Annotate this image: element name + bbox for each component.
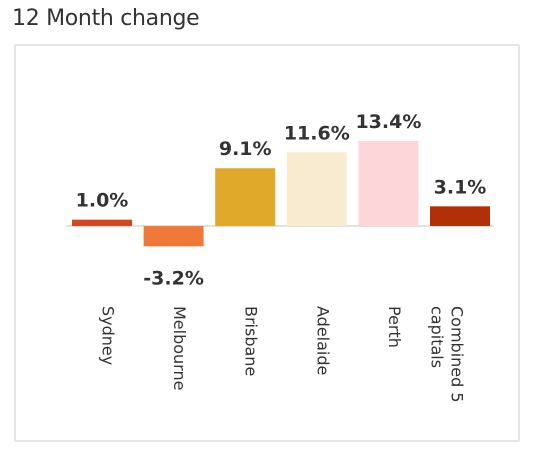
data-label: -3.2% — [143, 267, 204, 289]
category-label: Melbourne — [170, 306, 189, 390]
data-label: 3.1% — [434, 176, 487, 198]
bar-melbourne[interactable] — [143, 226, 204, 247]
bar-adelaide[interactable] — [286, 152, 347, 226]
data-label: 11.6% — [284, 122, 350, 144]
bar-perth[interactable] — [358, 140, 419, 226]
bar-sydney[interactable] — [72, 219, 132, 226]
bar-brisbane[interactable] — [215, 168, 276, 226]
data-label: 9.1% — [219, 138, 272, 160]
category-label: Perth — [385, 306, 404, 348]
category-labels-group: Sydney Melbourne Brisbane Adelaide Perth Comb… — [99, 306, 467, 403]
category-label: Adelaide — [313, 306, 332, 375]
category-label: Combined 5capitals — [428, 306, 467, 403]
bar-combined-5-capitals[interactable] — [430, 206, 490, 226]
data-label: 1.0% — [76, 190, 129, 212]
bars-group — [72, 140, 490, 247]
chart-card — [14, 44, 520, 442]
category-label: Sydney — [99, 306, 118, 365]
data-label: 13.4% — [355, 111, 421, 133]
data-labels-group: 1.0% -3.2% 9.1% 11.6%13.4% 3.1% — [76, 111, 487, 289]
category-label: Brisbane — [242, 306, 261, 376]
chart-title: 12 Month change — [12, 6, 200, 31]
